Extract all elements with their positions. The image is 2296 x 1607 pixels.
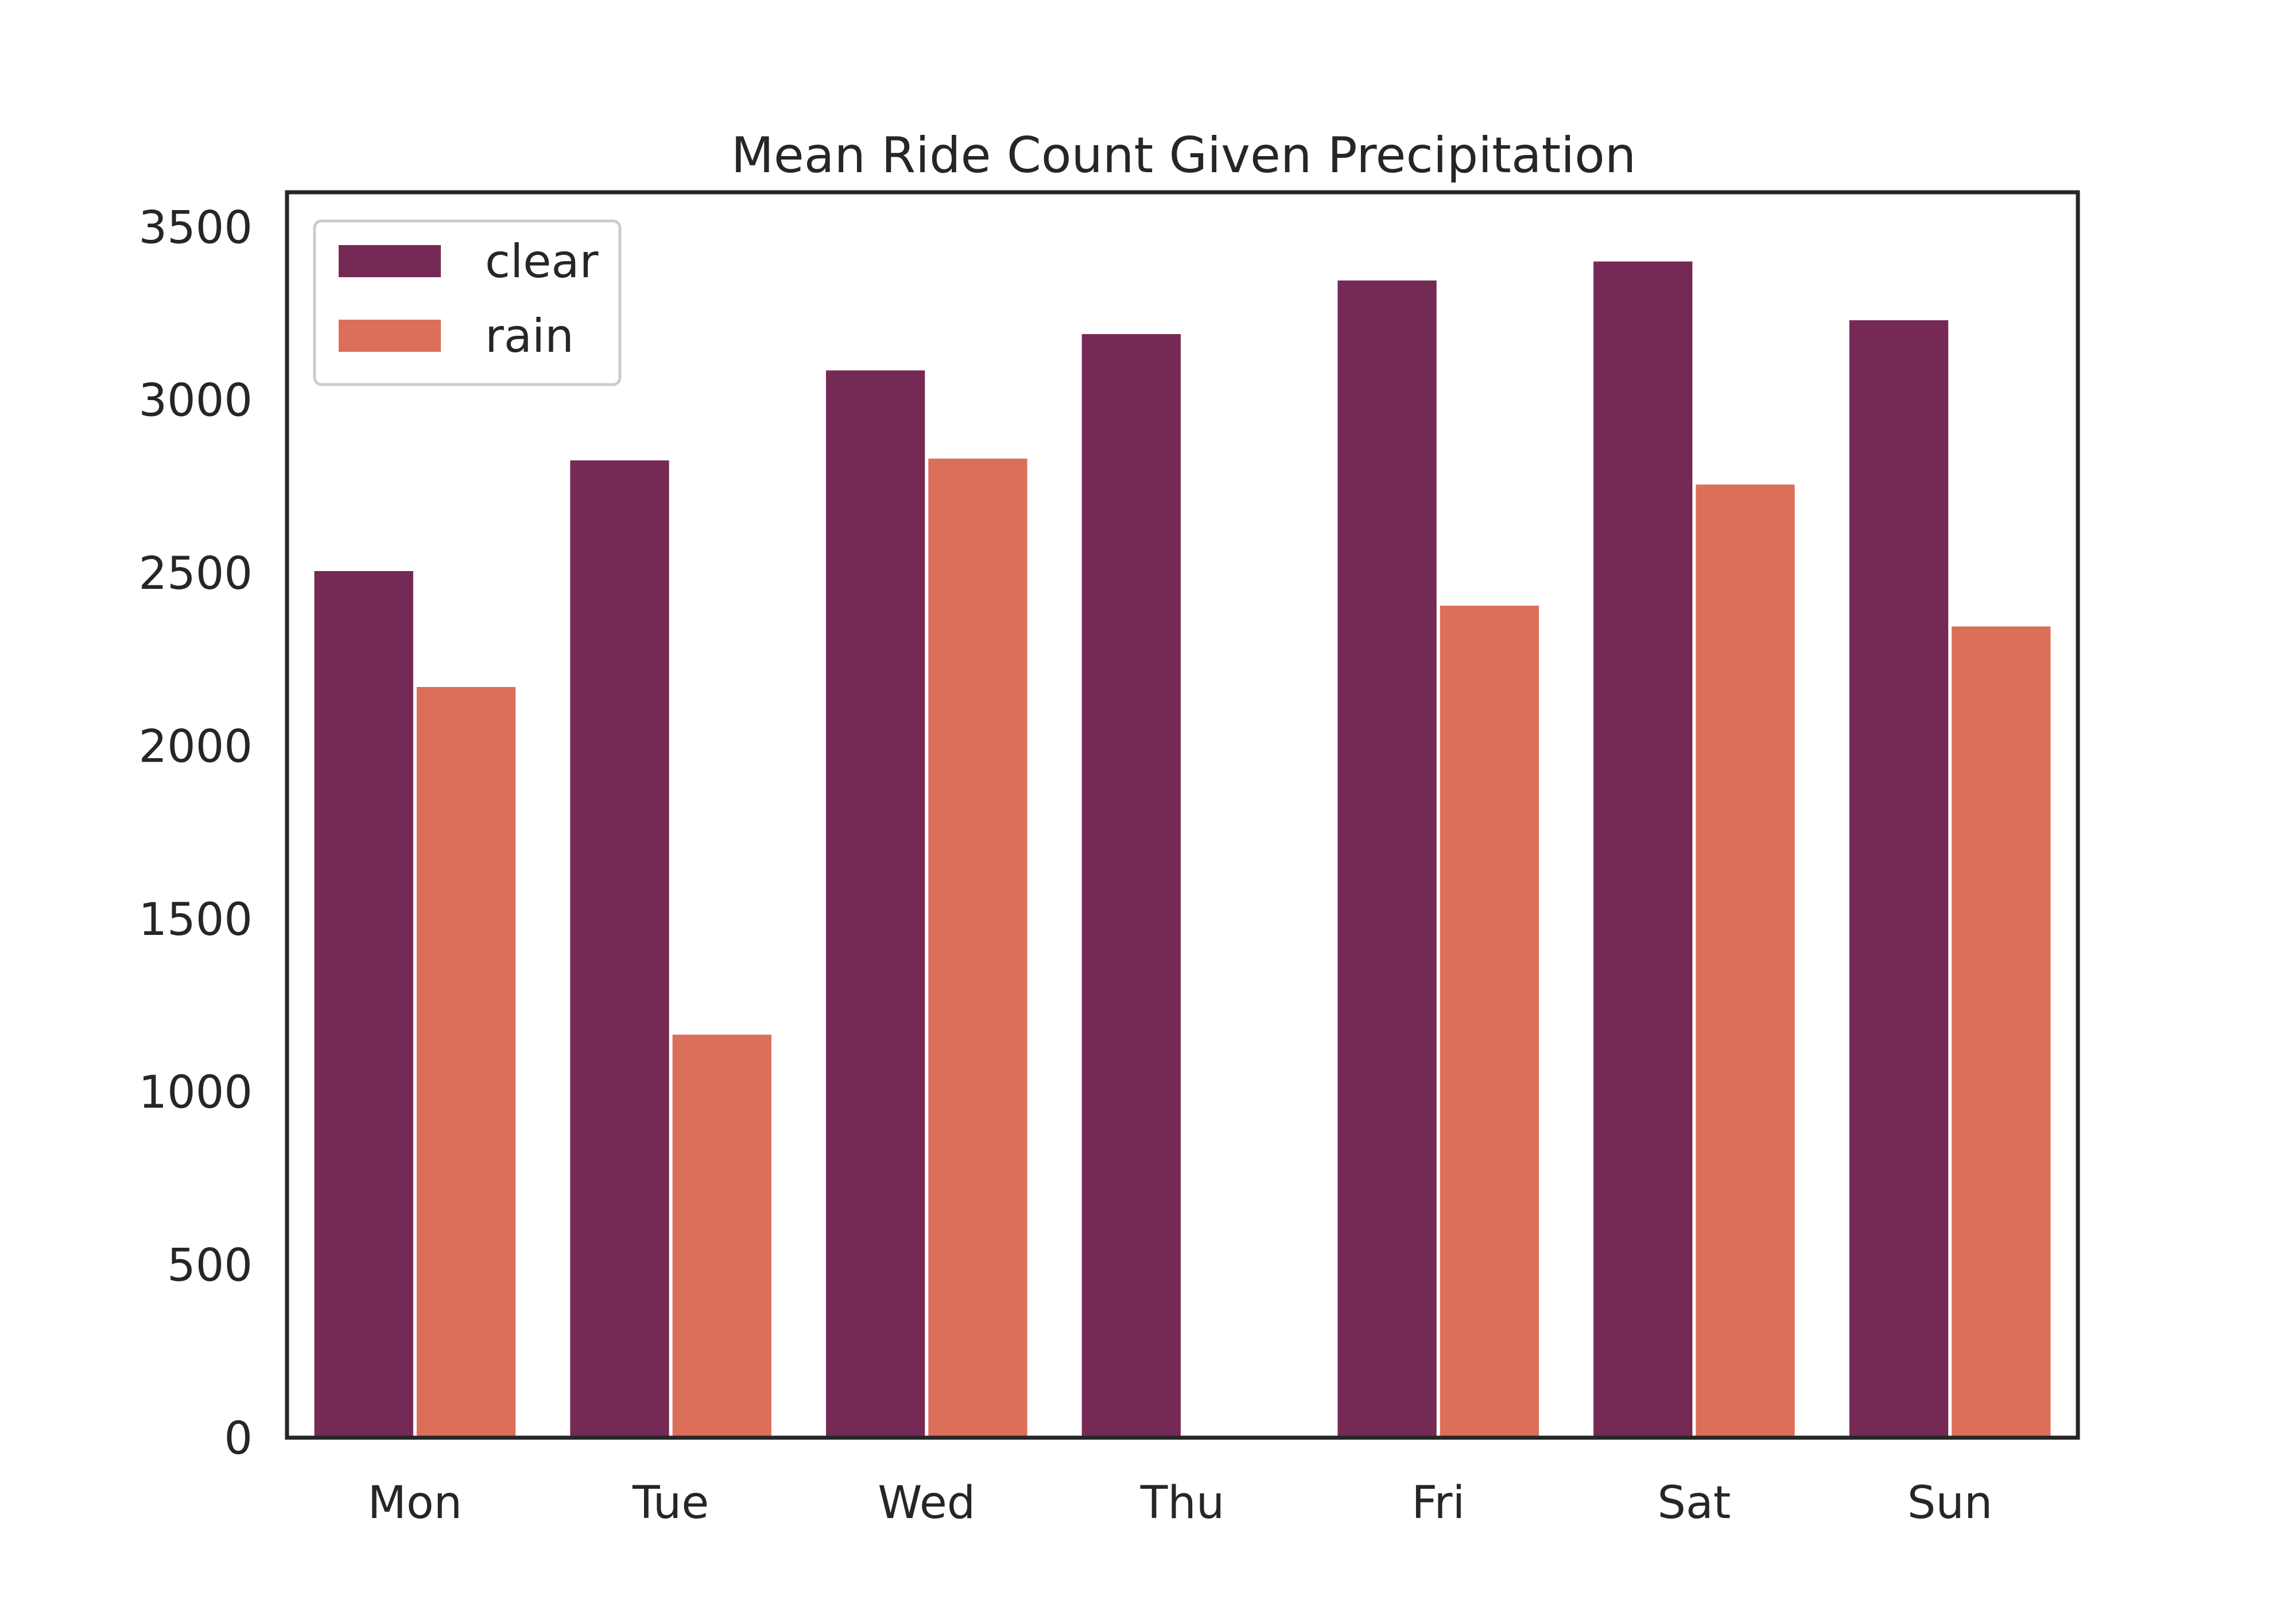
x-tick-label: Mon xyxy=(368,1477,462,1529)
x-tick-label: Thu xyxy=(1140,1477,1225,1529)
chart-title: Mean Ride Count Given Precipitation xyxy=(731,127,1636,184)
y-axis-ticks: 0 500 1000 1500 2000 2500 3000 3500 xyxy=(138,202,253,1465)
legend: clear rain xyxy=(313,219,622,386)
bar-rain-wed xyxy=(928,459,1027,1438)
y-tick-label: 3500 xyxy=(138,202,253,254)
bars-group xyxy=(314,261,2051,1438)
x-tick-label: Sun xyxy=(1907,1477,1992,1529)
y-tick-label: 2000 xyxy=(138,721,253,773)
bar-clear-sun xyxy=(1849,320,1949,1438)
bar-clear-fri xyxy=(1337,280,1437,1438)
bar-clear-thu xyxy=(1081,334,1181,1438)
y-tick-label: 3000 xyxy=(138,375,253,427)
x-tick-label: Fri xyxy=(1411,1477,1465,1529)
bar-clear-mon xyxy=(314,571,413,1438)
y-tick-label: 2500 xyxy=(138,548,253,600)
plot-frame xyxy=(285,190,2080,1440)
bar-clear-tue xyxy=(570,460,669,1438)
bar-rain-mon xyxy=(416,687,516,1438)
legend-label-clear: clear xyxy=(485,235,598,288)
legend-label-rain: rain xyxy=(485,309,574,363)
x-tick-label: Sat xyxy=(1657,1477,1731,1529)
bar-rain-sat xyxy=(1696,484,1795,1438)
x-tick-label: Wed xyxy=(878,1477,975,1529)
y-tick-label: 0 xyxy=(224,1413,253,1465)
bar-rain-fri xyxy=(1440,605,1539,1438)
legend-swatch-rain xyxy=(339,320,441,352)
y-tick-label: 1000 xyxy=(138,1067,253,1119)
bar-rain-sun xyxy=(1952,626,2051,1438)
x-axis-ticks: Mon Tue Wed Thu Fri Sat Sun xyxy=(368,1477,1993,1529)
bar-rain-tue xyxy=(672,1034,771,1438)
bar-clear-wed xyxy=(826,370,925,1438)
legend-swatch-clear xyxy=(339,245,441,277)
y-tick-label: 1500 xyxy=(138,894,253,946)
x-tick-label: Tue xyxy=(632,1477,709,1529)
y-tick-label: 500 xyxy=(167,1240,253,1292)
bar-clear-sat xyxy=(1593,261,1693,1438)
